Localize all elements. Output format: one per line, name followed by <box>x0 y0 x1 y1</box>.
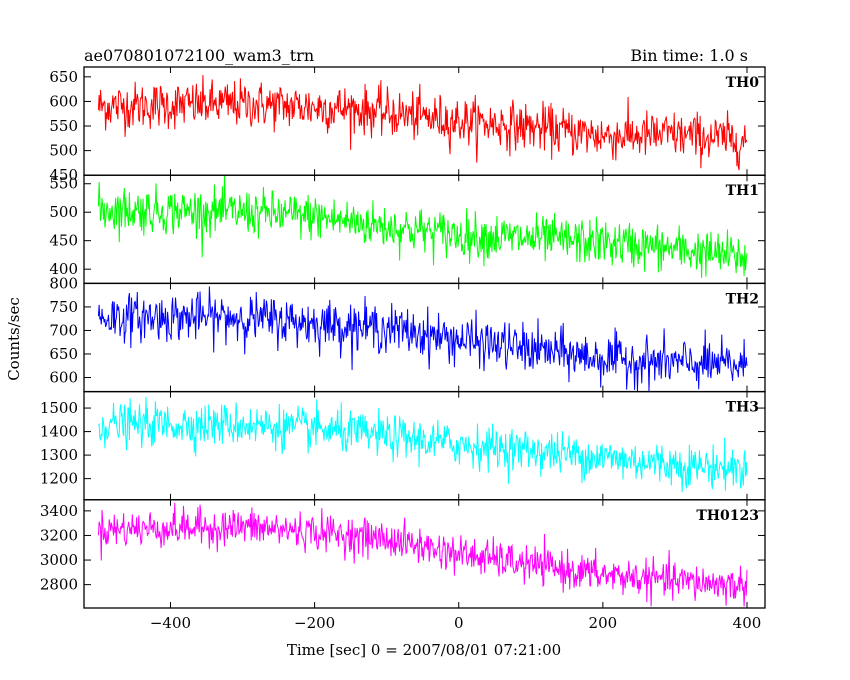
y-tick-label: 500 <box>49 142 78 160</box>
panel-label-th0: TH0 <box>726 75 760 91</box>
panel-label-th1: TH1 <box>726 183 759 199</box>
y-tick-label: 600 <box>49 368 78 386</box>
series-line-th3 <box>97 396 748 493</box>
panels-group: 450 500 550 600 650 TH0 400 450 500 550 TH1 600 650 7… <box>40 66 766 609</box>
y-tick-label: 450 <box>49 232 78 250</box>
panel-th2: 600 650 700 750 800 TH2 <box>49 274 766 393</box>
y-tick-label: 650 <box>49 68 78 86</box>
x-axis-title: Time [sec] 0 = 2007/08/01 07:21:00 <box>287 641 561 659</box>
panel-th3: 1200 1300 1400 1500 TH3 <box>40 390 766 501</box>
x-tick-label: 200 <box>589 614 618 632</box>
panel-th1: 400 450 500 550 TH1 <box>49 174 766 285</box>
panel-frame <box>83 390 766 501</box>
panel-frame <box>83 66 766 176</box>
y-tick-label: 450 <box>49 166 78 184</box>
y-tick-label: 550 <box>49 117 78 135</box>
y-tick-label: 700 <box>49 321 78 339</box>
y-tick-label: 400 <box>49 260 78 278</box>
y-axis-title: Counts/sec <box>5 297 23 381</box>
series-line-th0 <box>97 75 748 171</box>
y-tick-label: 1300 <box>40 446 78 464</box>
y-tick-label: 1200 <box>40 470 78 488</box>
y-tick-label: 3200 <box>40 526 78 544</box>
x-tick-label: −400 <box>150 614 191 632</box>
y-tick-label: 650 <box>49 345 78 363</box>
panel-frame <box>83 499 766 609</box>
x-axis: −400 −200 0 200 400 <box>150 614 761 632</box>
panel-th0: 450 500 550 600 650 TH0 <box>49 66 766 184</box>
y-tick-label: 1400 <box>40 423 78 441</box>
x-tick-label: −200 <box>294 614 335 632</box>
x-tick-label: 0 <box>454 614 464 632</box>
y-tick-label: 600 <box>49 92 78 110</box>
panel-th0123: 2800 3000 3200 3400 TH0123 <box>40 499 766 609</box>
chart-title: ae070801072100_wam3_trn <box>84 46 314 65</box>
series-line-th2 <box>97 286 748 392</box>
y-tick-label: 750 <box>49 298 78 316</box>
y-tick-label: 3400 <box>40 502 78 520</box>
bin-time-label: Bin time: 1.0 s <box>630 46 748 65</box>
y-tick-label: 2800 <box>40 576 78 594</box>
y-tick-label: 550 <box>49 175 78 193</box>
y-tick-label: 1500 <box>40 399 78 417</box>
x-tick-label: 400 <box>733 614 762 632</box>
y-tick-label: 3000 <box>40 551 78 569</box>
y-tick-label: 800 <box>49 274 78 292</box>
panel-label-th0123: TH0123 <box>696 508 759 524</box>
series-line-th1 <box>97 175 748 278</box>
panel-label-th2: TH2 <box>726 291 759 307</box>
series-line-th0123 <box>97 502 748 607</box>
y-tick-label: 500 <box>49 203 78 221</box>
panel-label-th3: TH3 <box>726 400 759 416</box>
